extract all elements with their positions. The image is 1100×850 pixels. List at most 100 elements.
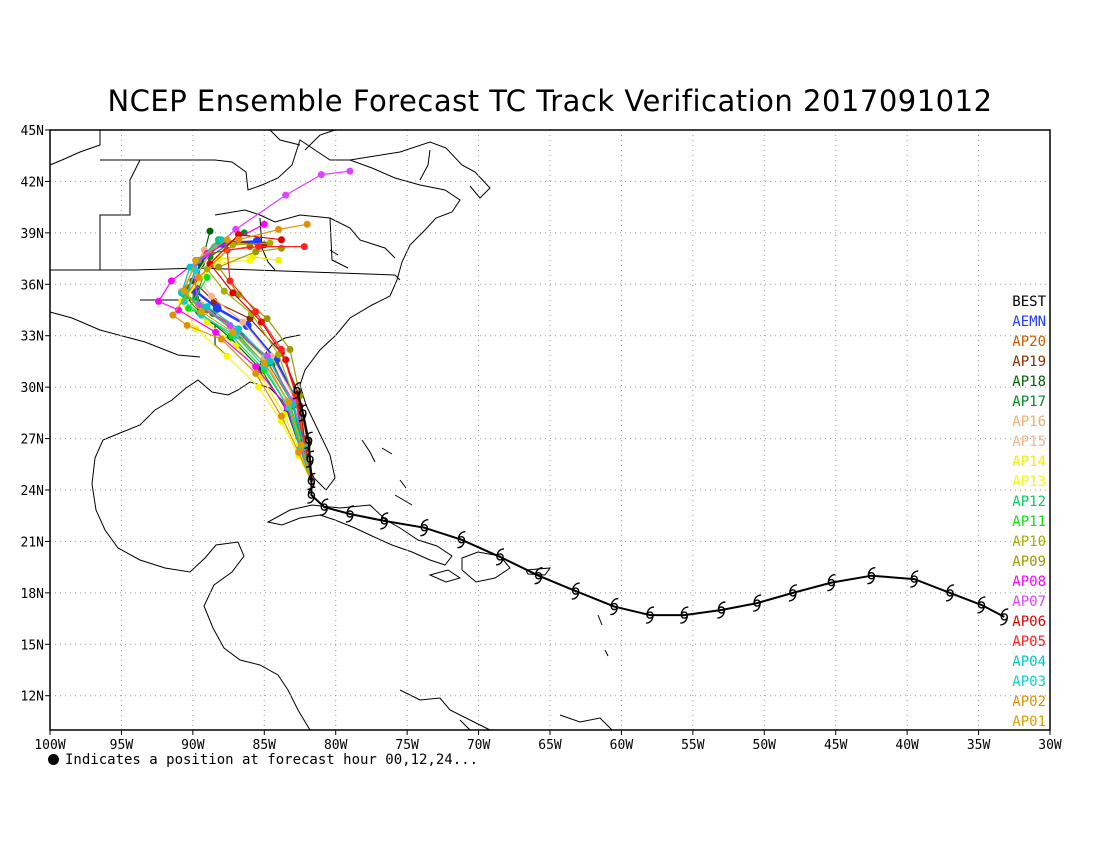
lon-tick-label: 55W <box>681 738 705 753</box>
track-line <box>180 259 312 482</box>
forecast-position-dot <box>303 220 311 228</box>
hurricane-symbol-icon <box>457 531 466 549</box>
legend-entry-ap16: AP16 <box>1012 414 1046 430</box>
forecast-position-dot <box>282 191 290 199</box>
legend-entry-ap10: AP10 <box>1012 534 1046 550</box>
chart-title: NCEP Ensemble Forecast TC Track Verifica… <box>107 84 993 118</box>
hurricane-symbol-icon <box>717 601 726 619</box>
forecast-position-dot <box>206 227 214 235</box>
forecast-position-dot <box>266 357 274 365</box>
legend-entry-ap08: AP08 <box>1012 574 1046 590</box>
forecast-position-dot <box>183 321 191 329</box>
forecast-position-dot <box>175 306 183 314</box>
forecast-position-dot <box>235 236 243 244</box>
hurricane-symbol-icon <box>305 450 315 468</box>
forecast-position-dot <box>192 267 200 275</box>
forecast-position-dot <box>217 335 225 343</box>
lon-tick-label: 70W <box>467 738 491 753</box>
legend-entry-best: BEST <box>1012 294 1046 310</box>
lon-tick-label: 75W <box>395 738 419 753</box>
forecast-position-dot <box>252 363 260 371</box>
forecast-position-dot <box>217 236 225 244</box>
legend-entry-ap05: AP05 <box>1012 634 1046 650</box>
forecast-track-ap01 <box>180 236 312 482</box>
hurricane-symbol-icon <box>571 582 580 600</box>
legend-entry-ap01: AP01 <box>1012 714 1046 730</box>
forecast-position-dot <box>260 220 268 228</box>
forecast-position-dot <box>223 352 231 360</box>
coastline-segment <box>266 447 453 566</box>
hurricane-symbol-icon <box>645 606 655 624</box>
lon-tick-label: 65W <box>538 738 562 753</box>
hurricane-symbol-icon <box>910 570 919 588</box>
forecast-position-dot <box>286 345 294 353</box>
forecast-track-ap04 <box>177 236 312 482</box>
hurricane-symbol-icon <box>495 548 505 566</box>
forecast-position-dot <box>263 315 271 323</box>
lat-tick-label: 45N <box>21 124 44 139</box>
lat-tick-label: 30N <box>21 381 44 396</box>
hurricane-symbol-icon <box>827 573 836 592</box>
lat-tick-label: 24N <box>21 484 44 499</box>
forecast-track-ap02 <box>169 220 312 482</box>
forecast-position-dot <box>155 297 163 305</box>
hurricane-symbol-icon <box>420 519 429 537</box>
forecast-position-dot <box>277 244 285 252</box>
hurricane-symbol-icon <box>345 505 355 523</box>
coastline-segment <box>428 551 609 657</box>
legend-entry-ap14: AP14 <box>1012 454 1046 470</box>
legend-entry-ap13: AP13 <box>1012 474 1046 490</box>
legend-entry-ap04: AP04 <box>1012 654 1046 670</box>
lon-tick-label: 60W <box>610 738 634 753</box>
forecast-position-dot <box>277 236 285 244</box>
legend-entry-ap06: AP06 <box>1012 614 1046 630</box>
hurricane-symbol-icon <box>1000 608 1009 626</box>
legend-entry-ap19: AP19 <box>1012 354 1046 370</box>
forecast-position-dot <box>235 231 243 239</box>
forecast-position-dot <box>255 383 263 391</box>
lon-tick-label: 100W <box>34 738 65 753</box>
forecast-position-dot <box>180 297 188 305</box>
forecast-position-dot <box>169 311 177 319</box>
hurricane-symbol-icon <box>320 498 329 516</box>
forecast-position-dot <box>195 273 203 281</box>
forecast-position-dot <box>212 303 222 313</box>
forecast-position-dot <box>346 167 354 175</box>
hurricane-symbol-icon <box>680 606 689 624</box>
footnote: Indicates a position at forecast hour 00… <box>48 752 478 768</box>
legend-entry-aemn: AEMN <box>1012 314 1046 330</box>
forecast-position-dot <box>263 352 271 360</box>
forecast-position-dot <box>223 236 231 244</box>
forecast-position-dot <box>252 248 260 256</box>
forecast-position-dot <box>203 303 211 311</box>
lon-tick-label: 40W <box>895 738 919 753</box>
forecast-position-dot <box>220 287 228 295</box>
forecast-position-dot <box>275 225 283 233</box>
hurricane-symbol-icon <box>945 584 955 602</box>
legend-entry-ap12: AP12 <box>1012 494 1046 510</box>
hurricane-symbol-icon <box>977 596 986 614</box>
forecast-position-dot <box>215 263 223 271</box>
legend-entry-ap11: AP11 <box>1012 514 1046 530</box>
lon-tick-label: 85W <box>253 738 277 753</box>
legend-entry-ap17: AP17 <box>1012 394 1046 410</box>
legend-entry-ap02: AP02 <box>1012 694 1046 710</box>
forecast-position-dot <box>246 256 254 264</box>
hurricane-symbol-icon <box>753 594 762 612</box>
coastline-segment <box>399 689 613 731</box>
legend-entry-ap07: AP07 <box>1012 594 1046 610</box>
coastline-segment <box>329 249 413 506</box>
lon-tick-label: 90W <box>181 738 205 753</box>
forecast-position-dot <box>235 325 243 333</box>
forecast-position-dot <box>275 256 283 264</box>
forecast-position-dot <box>239 318 247 326</box>
hurricane-symbol-icon <box>304 431 313 449</box>
hurricane-symbol-icon <box>307 472 316 491</box>
lat-tick-label: 36N <box>21 278 44 293</box>
lat-tick-label: 33N <box>21 330 44 345</box>
forecast-position-dot <box>266 239 274 247</box>
lat-lon-grid <box>50 130 1050 730</box>
lon-tick-label: 35W <box>967 738 991 753</box>
track-line <box>183 270 312 482</box>
